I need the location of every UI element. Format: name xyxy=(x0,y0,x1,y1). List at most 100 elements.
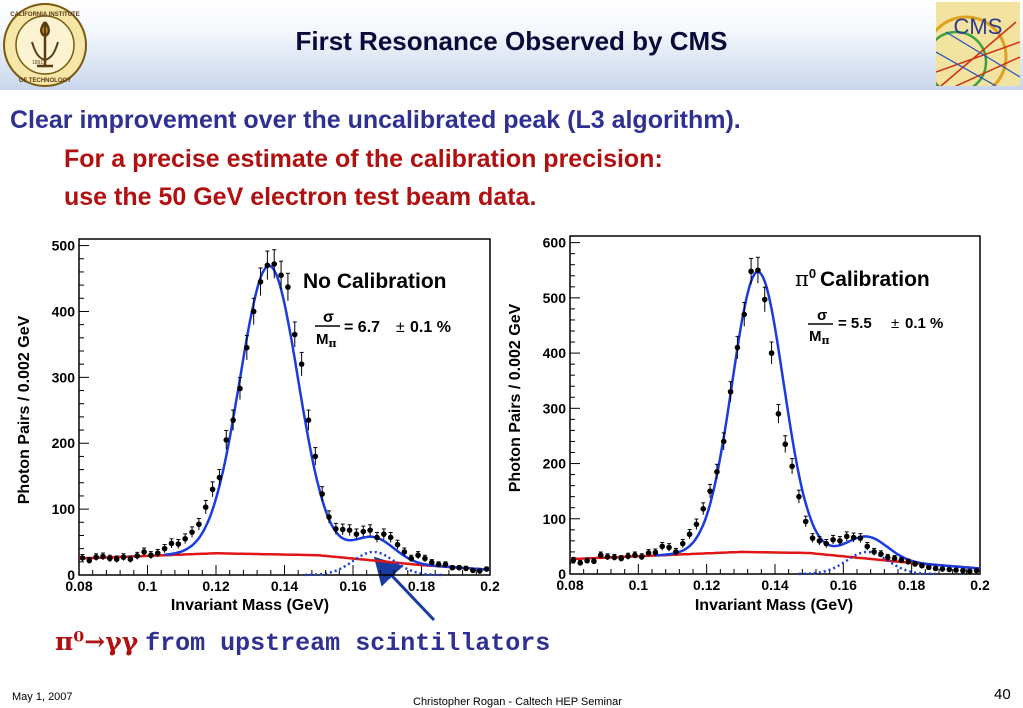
chart-1-data-point xyxy=(100,553,106,560)
chart-1-data-point xyxy=(339,526,346,533)
chart-1-data-point xyxy=(209,486,216,493)
chart-2-data-point xyxy=(645,550,652,556)
plots-area: No Calibration σ Mπ = 6.7 ± 0.1 % Invari… xyxy=(16,235,990,622)
chart-2-data-point xyxy=(816,538,823,544)
svg-text:1891: 1891 xyxy=(32,60,43,66)
chart-2-data-point xyxy=(755,267,761,274)
chart-1-data-point xyxy=(333,526,339,532)
chart-1-ytick-label: 400 xyxy=(52,303,76,319)
chart-2-ytick-label: 200 xyxy=(543,456,567,472)
chart-2-data-point xyxy=(727,388,734,395)
chart-1-data-point xyxy=(271,261,278,267)
chart-2-data-point xyxy=(775,411,782,417)
footer-presenter: Christopher Rogan - Caltech HEP Seminar xyxy=(413,696,622,708)
chart-1-data-point xyxy=(257,279,264,285)
slide-header: CALIFORNIA INSTITUTE OF TECHNOLOGY 1891 … xyxy=(0,0,1023,90)
chart-1-data-point xyxy=(394,541,401,548)
cms-logo: CMS xyxy=(936,2,1020,86)
chart-1-data-point xyxy=(278,272,284,279)
caltech-seal-logo: CALIFORNIA INSTITUTE OF TECHNOLOGY 1891 xyxy=(3,3,87,87)
chart-1-data-point xyxy=(374,534,380,541)
chart-2-data-point xyxy=(946,566,953,573)
annotation-arrow xyxy=(373,556,436,622)
chart-1-data-point xyxy=(428,559,435,566)
chart-2-data-point xyxy=(802,518,809,525)
chart-2-data-point xyxy=(638,554,645,560)
chart-2-data-point xyxy=(871,549,877,555)
chart-2-title: π0 Calibration xyxy=(795,266,930,291)
chart-2-resolution-value: = 5.5 xyxy=(838,315,872,332)
chart-1-data-point xyxy=(113,556,120,562)
cms-logo-text: CMS xyxy=(954,14,1003,39)
chart-1-data-point xyxy=(285,284,291,290)
chart-1-data-point xyxy=(216,474,223,481)
chart-1-ylabel: Photon Pairs / 0.002 GeV xyxy=(16,315,33,504)
chart-1-data-point xyxy=(141,549,147,555)
chart-2-xtick-label: 0.12 xyxy=(693,577,720,593)
chart-1-data-point xyxy=(298,361,305,367)
chart-1-background-fit-curve xyxy=(78,552,491,571)
chart-2-data-point xyxy=(720,438,727,445)
chart-1-data-point xyxy=(319,491,325,497)
chart-1-data-point xyxy=(387,534,394,541)
chart-2-data-point xyxy=(591,558,597,565)
chart-2-m-pi: Mπ xyxy=(809,328,830,347)
chart-2-ytick-label: 300 xyxy=(543,400,567,416)
note-symbol: π⁰→γγ xyxy=(55,627,139,656)
chart-1-data-point xyxy=(168,540,175,547)
chart-1-resolution-value: = 6.7 xyxy=(344,319,380,336)
chart-2-data-point xyxy=(953,567,959,573)
chart-2-data-point xyxy=(734,344,741,351)
chart-1-data-point xyxy=(196,521,202,528)
chart-1-data-point xyxy=(456,564,462,571)
chart-2-xtick-label: 0.2 xyxy=(970,577,990,593)
chart-2-data-point xyxy=(570,557,577,563)
chart-2-data-point xyxy=(823,540,830,547)
chart-2-data-point xyxy=(850,534,857,541)
chart-1-data-point xyxy=(470,567,476,574)
chart-1-m-pi: Mπ xyxy=(316,331,337,350)
chart-1-data-point xyxy=(175,541,182,547)
chart-2-data-point xyxy=(973,567,980,574)
chart-1-ytick-label: 100 xyxy=(52,501,76,517)
chart-2-data-point xyxy=(604,554,611,560)
chart-2-data-point xyxy=(884,554,891,561)
chart-2-data-point xyxy=(864,543,871,550)
chart-1-ytick-label: 500 xyxy=(52,238,76,254)
chart-1-data-point xyxy=(422,555,428,562)
chart-1-data-point xyxy=(326,514,332,520)
chart-1-xlabel: Invariant Mass (GeV) xyxy=(171,597,329,614)
chart-1-data-point xyxy=(250,308,257,315)
chart-1-data-point xyxy=(148,552,154,559)
chart-1-data-point xyxy=(476,568,483,574)
chart-2-data-point xyxy=(618,555,625,562)
chart-1-xtick-label: 0.16 xyxy=(339,578,366,594)
chart-2-title-text: Calibration xyxy=(820,268,930,291)
chart-1-data-point xyxy=(189,529,195,535)
chart-2-data-point xyxy=(577,560,584,566)
chart-2-data-point xyxy=(700,506,707,512)
chart-1-data-point xyxy=(291,331,298,338)
chart-2-data-point xyxy=(912,561,918,567)
chart-2-data-point xyxy=(939,566,946,572)
chart-1-data-point xyxy=(120,554,127,561)
bullet-line-2: For a precise estimate of the calibratio… xyxy=(64,145,663,173)
chart-2-data-point xyxy=(673,549,679,555)
chart-1-data-point xyxy=(449,564,456,571)
chart-2-data-point xyxy=(611,554,618,561)
chart-1-sigma: σ xyxy=(323,309,334,326)
chart-1-data-point xyxy=(237,385,243,392)
bullet-line-3: use the 50 GeV electron test beam data. xyxy=(64,183,537,211)
chart-2-data-point xyxy=(919,562,925,569)
chart-2-data-point xyxy=(905,559,912,565)
chart-1-xtick-label: 0.18 xyxy=(408,578,435,594)
chart-1: No Calibration σ Mπ = 6.7 ± 0.1 % Invari… xyxy=(16,270,451,614)
chart-1-data-point xyxy=(305,417,312,423)
chart-1-resolution-error: 0.1 % xyxy=(410,319,451,336)
chart-1-data-point xyxy=(202,504,209,510)
chart-2-xtick-label: 0.18 xyxy=(898,577,925,593)
chart-1-data-point xyxy=(401,549,408,555)
note-upstream-scintillators: π⁰→γγ from upstream scintillators xyxy=(55,627,550,658)
chart-1-data-point xyxy=(463,565,469,572)
chart-2-data-point xyxy=(837,538,843,544)
